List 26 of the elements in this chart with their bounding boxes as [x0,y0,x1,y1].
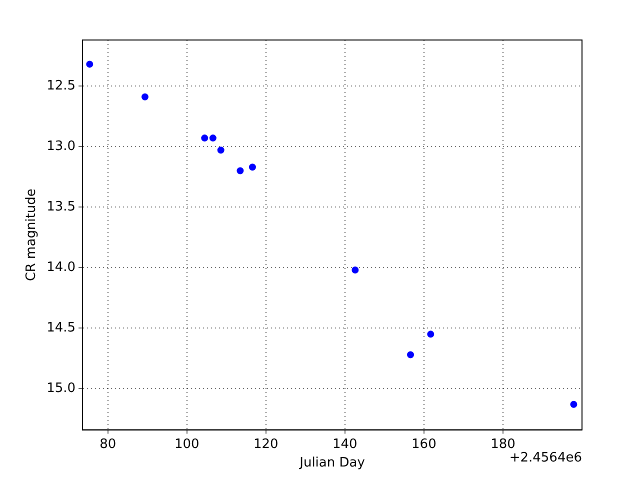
point [352,266,359,274]
point [427,330,434,338]
point [407,351,414,358]
y-tick-label: 15.0 [46,381,76,396]
x-tick-label: 100 [174,436,200,452]
point [209,134,216,142]
x-tick-label: 140 [332,436,358,452]
point [217,146,224,154]
x-tick-label: 120 [253,436,278,452]
y-tick-label: 13.5 [46,199,76,214]
point [141,93,148,100]
point [236,167,244,174]
text: +2.4564e6 [509,450,582,466]
x-tick-label: 180 [490,436,516,452]
y-tick-label: 13.0 [46,138,76,154]
point [570,400,578,408]
y-tick-label: 14.5 [46,320,76,336]
y-tick-label: 12.5 [46,78,76,94]
point [86,60,94,68]
y-tick-label: 14.0 [46,260,76,275]
point [248,164,256,171]
x-tick-label: 80 [100,436,116,452]
x-axis-title: Julian Day [298,456,366,471]
x-tick-label: 160 [412,436,436,452]
point [201,134,208,142]
y-axis-title: CR magnitude [24,188,40,282]
